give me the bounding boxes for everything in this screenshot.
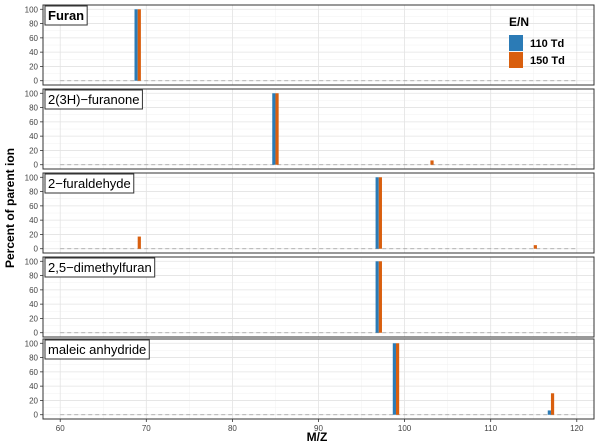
y-tick-label: 20 <box>29 314 38 323</box>
panel-label-box <box>44 173 135 194</box>
y-tick-label: 20 <box>29 62 38 71</box>
panel-5: 0 20 40 60 80 100 maleic anhydride <box>25 338 595 420</box>
panel-label: Furan <box>44 5 88 26</box>
y-tick-label: 60 <box>29 34 38 43</box>
y-tick-label: 80 <box>29 188 38 197</box>
panel-label-box <box>44 339 150 360</box>
x-tick-label: 80 <box>228 424 237 433</box>
y-tick-label: 0 <box>34 77 39 86</box>
bar-150td-mz117 <box>550 393 555 415</box>
panel-border <box>42 4 595 86</box>
x-tick-label: 120 <box>570 424 584 433</box>
x-axis-title: M/Z <box>307 430 328 444</box>
panel-label-box <box>44 89 143 110</box>
legend: E/N 110 Td 150 Td <box>509 15 565 68</box>
panel-1: 0 20 40 60 80 100 Furan <box>25 4 595 86</box>
y-tick-label: 100 <box>25 89 39 98</box>
legend-label-1: 110 Td <box>530 38 564 50</box>
y-tick-label: 40 <box>29 382 38 391</box>
panel-label-text: Furan <box>48 8 84 23</box>
y-tick-label: 0 <box>34 411 39 420</box>
bar-150td-mz97 <box>378 177 382 249</box>
x-tick-label: 100 <box>398 424 412 433</box>
chart-panels: 0 20 40 60 80 100 Furan 0 20 40 60 80 100 2(3H)−furan… <box>25 4 595 420</box>
bar-110td-mz97 <box>375 177 379 249</box>
y-tick-label: 20 <box>29 146 38 155</box>
y-tick-label: 0 <box>34 245 39 254</box>
y-tick-label: 100 <box>25 257 39 266</box>
y-tick-label: 60 <box>29 286 38 295</box>
panel-label-box <box>44 5 88 26</box>
y-tick-label: 80 <box>29 104 38 113</box>
panel-label-text: maleic anhydride <box>48 342 146 357</box>
panel-label-text: 2,5−dimethylfuran <box>48 260 152 275</box>
panel-label-text: 2−furaldehyde <box>48 176 131 191</box>
bar-150td-mz103 <box>430 160 434 165</box>
x-tick-label: 70 <box>142 424 151 433</box>
y-tick-label: 40 <box>29 216 38 225</box>
legend-swatch-2 <box>509 52 523 68</box>
y-tick-label: 60 <box>29 118 38 127</box>
bar-150td-mz85 <box>275 93 279 165</box>
y-tick-label: 60 <box>29 368 38 377</box>
y-tick-label: 80 <box>29 20 38 29</box>
panel-2: 0 20 40 60 80 100 2(3H)−furanone <box>25 88 595 170</box>
panel-border <box>42 172 595 254</box>
legend-swatch-1 <box>509 35 523 51</box>
y-tick-label: 60 <box>29 202 38 211</box>
panel-label: 2(3H)−furanone <box>44 89 143 110</box>
panel-label-text: 2(3H)−furanone <box>48 92 139 107</box>
y-tick-label: 80 <box>29 354 38 363</box>
y-tick-label: 100 <box>25 5 39 14</box>
x-tick-label: 60 <box>56 424 65 433</box>
panel-label-box <box>44 257 156 278</box>
bar-110td-mz69 <box>134 9 138 81</box>
panel-label: 2,5−dimethylfuran <box>44 257 156 278</box>
bar-110td-mz99 <box>392 343 396 415</box>
y-tick-label: 20 <box>29 396 38 405</box>
y-axis-title: Percent of parent ion <box>3 148 17 268</box>
x-tick-label: 110 <box>484 424 497 433</box>
y-tick-label: 20 <box>29 230 38 239</box>
y-tick-label: 40 <box>29 132 38 141</box>
y-tick-label: 40 <box>29 300 38 309</box>
bar-110td-mz117 <box>547 410 551 415</box>
y-tick-label: 80 <box>29 272 38 281</box>
x-axis: 60 70 80 90 100 110 120 <box>56 419 584 433</box>
panel-4: 0 20 40 60 80 100 2,5−dimethylfuran <box>25 256 595 338</box>
panel-label: 2−furaldehyde <box>44 173 135 194</box>
x-tick-label: 90 <box>314 424 323 433</box>
bar-150td-mz99 <box>395 343 400 415</box>
panel-3: 0 20 40 60 80 100 2−furaldehyde <box>25 172 595 254</box>
y-tick-label: 0 <box>34 329 39 338</box>
panel-border <box>42 88 595 170</box>
y-tick-label: 100 <box>25 173 39 182</box>
bar-110td-mz97 <box>375 261 379 333</box>
legend-title: E/N <box>509 15 529 29</box>
bar-110td-mz85 <box>272 93 276 165</box>
panel-label: maleic anhydride <box>44 339 150 360</box>
panel-border <box>42 256 595 338</box>
bar-150td-mz69 <box>137 9 141 81</box>
y-tick-label: 40 <box>29 48 38 57</box>
bar-150td-mz69 <box>137 236 141 249</box>
bar-150td-mz115 <box>533 245 537 249</box>
bar-150td-mz97 <box>378 261 382 333</box>
y-tick-label: 100 <box>25 339 39 348</box>
legend-label-2: 150 Td <box>530 55 565 67</box>
y-tick-label: 0 <box>34 161 39 170</box>
